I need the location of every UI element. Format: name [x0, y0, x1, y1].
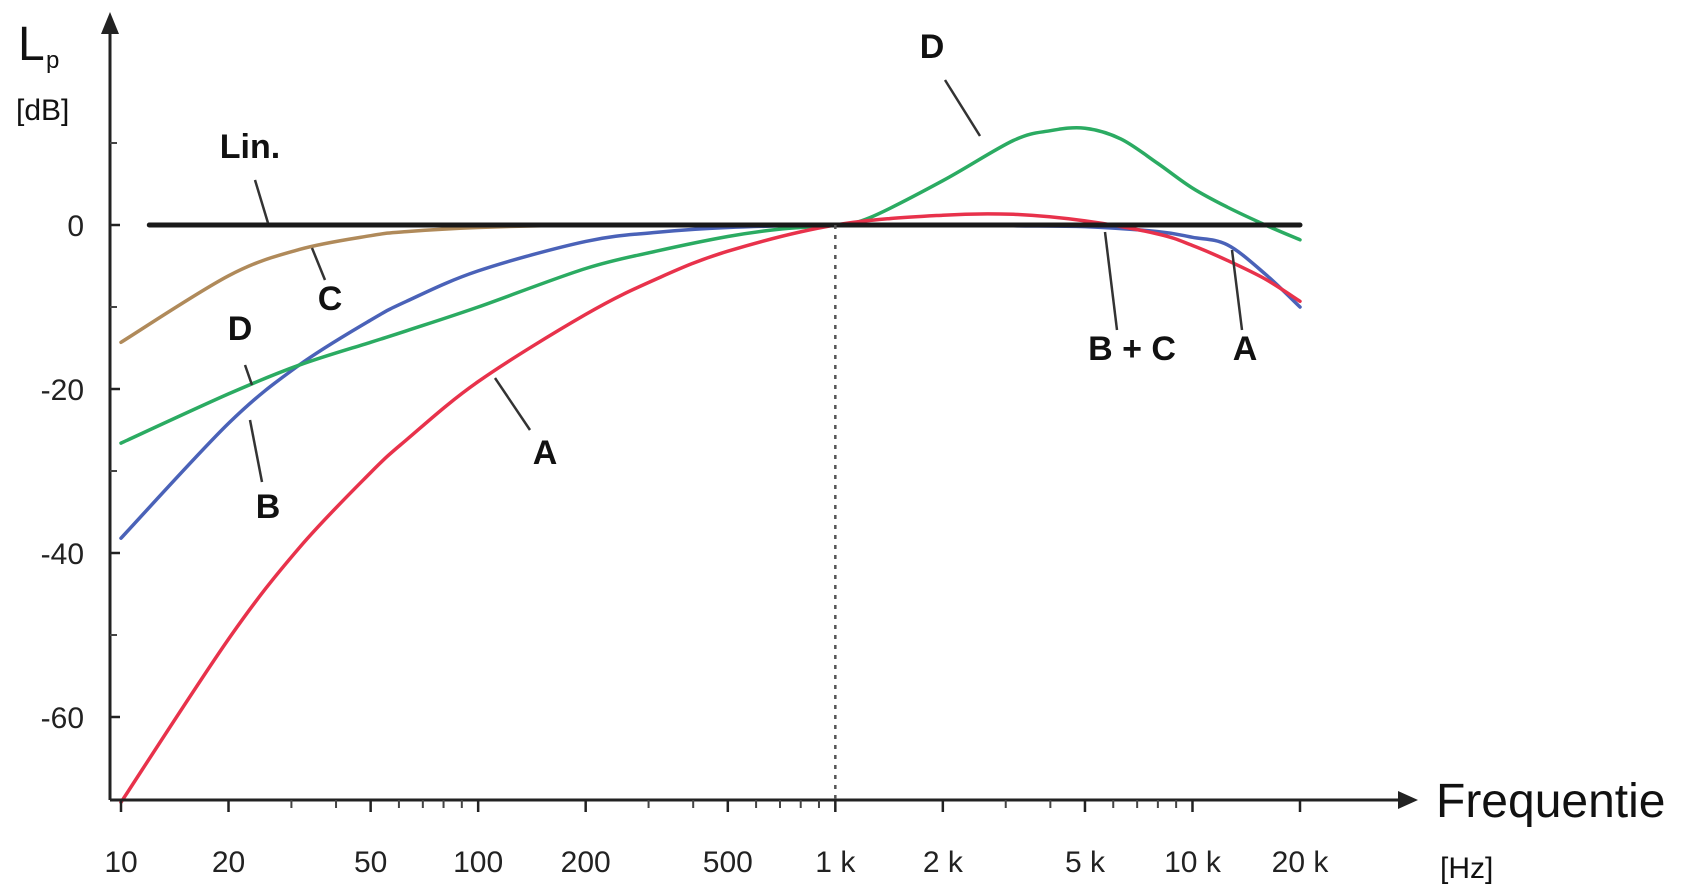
leader-line: [1230, 249, 1244, 331]
curve-label: B + C: [1088, 330, 1176, 368]
ticks-layer: 10 20 50 100 200 500 1 k 2 k 5 k 10 k 20 k 0 -20 -40 -…: [41, 142, 1330, 879]
leader-lines-layer: [243, 79, 1244, 483]
curve-label: C: [318, 280, 343, 318]
x-axis-arrowhead: [1398, 791, 1418, 809]
x-axis-title: Frequentie: [1436, 775, 1665, 828]
y-tick-label: -60: [41, 702, 84, 735]
x-tick-label: 20: [212, 846, 245, 879]
y-axis-title-main: L: [18, 18, 45, 71]
leader-line: [253, 179, 270, 224]
y-tick-label: -20: [41, 374, 84, 407]
leader-line: [493, 377, 532, 431]
curve-label: D: [228, 310, 253, 348]
y-tick-label: 0: [67, 210, 84, 243]
y-axis-title-sub: p: [46, 47, 59, 74]
x-tick-label: 5 k: [1065, 846, 1106, 879]
curve-label: D: [920, 28, 945, 66]
x-tick-label: 50: [354, 846, 387, 879]
curve-d: [119, 125, 1302, 445]
leader-line: [943, 79, 982, 137]
curves-layer: [119, 125, 1303, 805]
y-tick-label: -40: [41, 538, 84, 571]
leader-line: [243, 364, 254, 386]
leader-line: [248, 419, 264, 483]
x-tick-label: 100: [453, 846, 503, 879]
leader-line: [1103, 231, 1119, 331]
x-tick-label: 200: [561, 846, 611, 879]
curve-label: A: [533, 434, 558, 472]
curve-b: [119, 223, 1302, 540]
curve-a: [119, 211, 1302, 805]
x-axis-unit: [Hz]: [1440, 852, 1493, 885]
y-axis-arrowhead: [101, 12, 119, 34]
curve-label: A: [1233, 330, 1258, 368]
curve-label: B: [256, 488, 281, 526]
x-tick-label: 20 k: [1272, 846, 1330, 879]
curve-label: Lin.: [220, 128, 280, 166]
curve-labels-layer: Lin. C D B A D B + C A: [220, 28, 1258, 526]
x-tick-label: 1 k: [815, 846, 856, 879]
x-tick-label: 10: [104, 846, 137, 879]
x-tick-label: 10 k: [1164, 846, 1222, 879]
y-axis-title: L p [dB]: [16, 18, 69, 127]
x-tick-label: 2 k: [923, 846, 964, 879]
leader-line: [310, 247, 327, 281]
axes-layer: [101, 12, 1418, 809]
x-tick-label: 500: [703, 846, 753, 879]
y-axis-unit: [dB]: [16, 94, 69, 127]
